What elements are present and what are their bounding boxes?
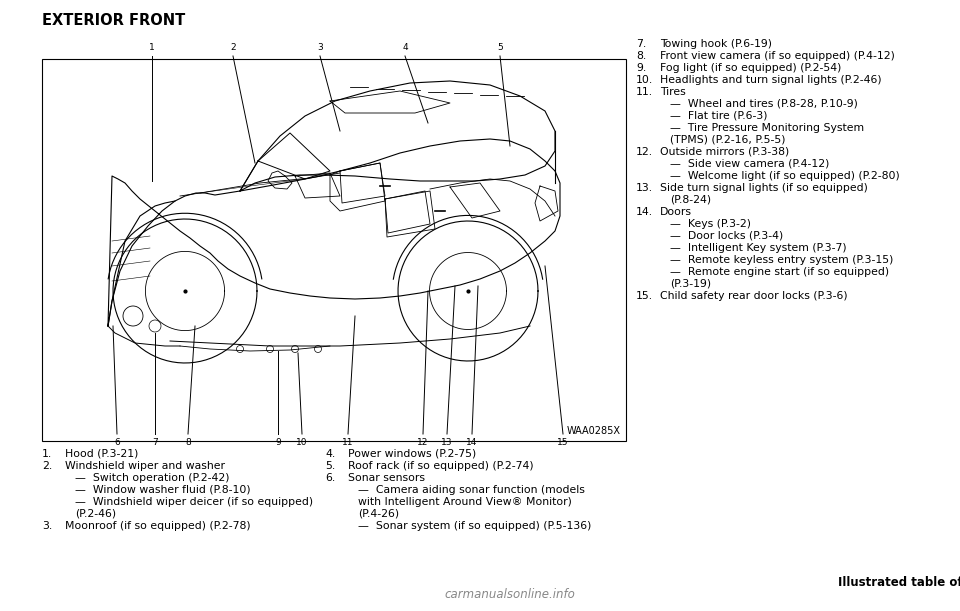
Text: Moonroof (if so equipped) (P.2-78): Moonroof (if so equipped) (P.2-78) bbox=[65, 521, 251, 531]
Text: —  Sonar system (if so equipped) (P.5-136): — Sonar system (if so equipped) (P.5-136… bbox=[358, 521, 591, 531]
Text: —  Remote keyless entry system (P.3-15): — Remote keyless entry system (P.3-15) bbox=[670, 255, 894, 265]
Text: 9.: 9. bbox=[636, 63, 646, 73]
Text: 14: 14 bbox=[467, 438, 478, 447]
Text: Front view camera (if so equipped) (P.4-12): Front view camera (if so equipped) (P.4-… bbox=[660, 51, 895, 61]
Text: (P.8-24): (P.8-24) bbox=[670, 195, 711, 205]
Text: —  Welcome light (if so equipped) (P.2-80): — Welcome light (if so equipped) (P.2-80… bbox=[670, 171, 900, 181]
Text: 2.: 2. bbox=[42, 461, 52, 471]
Text: 5: 5 bbox=[497, 43, 503, 52]
Text: 7: 7 bbox=[152, 438, 157, 447]
Text: —  Switch operation (P.2-42): — Switch operation (P.2-42) bbox=[75, 473, 229, 483]
Text: 1.: 1. bbox=[42, 449, 52, 459]
Text: with Intelligent Around View® Monitor): with Intelligent Around View® Monitor) bbox=[358, 497, 572, 507]
Text: Fog light (if so equipped) (P.2-54): Fog light (if so equipped) (P.2-54) bbox=[660, 63, 841, 73]
Text: EXTERIOR FRONT: EXTERIOR FRONT bbox=[42, 13, 185, 28]
Text: —  Side view camera (P.4-12): — Side view camera (P.4-12) bbox=[670, 159, 829, 169]
Text: Outside mirrors (P.3-38): Outside mirrors (P.3-38) bbox=[660, 147, 789, 157]
Text: 6: 6 bbox=[114, 438, 120, 447]
Text: (P.4-26): (P.4-26) bbox=[358, 509, 399, 519]
Text: 10.: 10. bbox=[636, 75, 653, 85]
Text: —  Remote engine start (if so equipped): — Remote engine start (if so equipped) bbox=[670, 267, 889, 277]
Text: 12: 12 bbox=[418, 438, 429, 447]
Text: 13.: 13. bbox=[636, 183, 653, 193]
Text: 13: 13 bbox=[442, 438, 453, 447]
Text: Illustrated table of contents: Illustrated table of contents bbox=[838, 576, 960, 589]
Text: Child safety rear door locks (P.3-6): Child safety rear door locks (P.3-6) bbox=[660, 291, 848, 301]
Text: Hood (P.3-21): Hood (P.3-21) bbox=[65, 449, 138, 459]
Text: —  Window washer fluid (P.8-10): — Window washer fluid (P.8-10) bbox=[75, 485, 251, 495]
Text: 4: 4 bbox=[402, 43, 408, 52]
Text: —  Intelligent Key system (P.3-7): — Intelligent Key system (P.3-7) bbox=[670, 243, 847, 253]
Text: WAA0285X: WAA0285X bbox=[567, 426, 621, 436]
Text: —  Tire Pressure Monitoring System: — Tire Pressure Monitoring System bbox=[670, 123, 864, 133]
Text: —  Wheel and tires (P.8-28, P.10-9): — Wheel and tires (P.8-28, P.10-9) bbox=[670, 99, 858, 109]
Text: —  Keys (P.3-2): — Keys (P.3-2) bbox=[670, 219, 751, 229]
Text: 14.: 14. bbox=[636, 207, 653, 217]
Text: 3.: 3. bbox=[42, 521, 52, 531]
Text: 11.: 11. bbox=[636, 87, 653, 97]
Text: Roof rack (if so equipped) (P.2-74): Roof rack (if so equipped) (P.2-74) bbox=[348, 461, 534, 471]
Text: 8: 8 bbox=[185, 438, 191, 447]
Text: Windshield wiper and washer: Windshield wiper and washer bbox=[65, 461, 225, 471]
Text: —  Windshield wiper deicer (if so equipped): — Windshield wiper deicer (if so equippe… bbox=[75, 497, 313, 507]
Text: 4.: 4. bbox=[325, 449, 335, 459]
Text: —  Camera aiding sonar function (models: — Camera aiding sonar function (models bbox=[358, 485, 585, 495]
Text: 2: 2 bbox=[230, 43, 236, 52]
Text: 1: 1 bbox=[149, 43, 155, 52]
Text: (P.2-46): (P.2-46) bbox=[75, 509, 116, 519]
Text: 9: 9 bbox=[276, 438, 281, 447]
Text: Sonar sensors: Sonar sensors bbox=[348, 473, 425, 483]
Text: carmanualsonline.info: carmanualsonline.info bbox=[444, 588, 575, 601]
Text: 10: 10 bbox=[297, 438, 308, 447]
Text: Headlights and turn signal lights (P.2-46): Headlights and turn signal lights (P.2-4… bbox=[660, 75, 881, 85]
Text: Power windows (P.2-75): Power windows (P.2-75) bbox=[348, 449, 476, 459]
Text: (P.3-19): (P.3-19) bbox=[670, 279, 711, 289]
Text: 7.: 7. bbox=[636, 39, 646, 49]
Text: —  Door locks (P.3-4): — Door locks (P.3-4) bbox=[670, 231, 783, 241]
Text: 3: 3 bbox=[317, 43, 323, 52]
Text: Tires: Tires bbox=[660, 87, 685, 97]
Text: 6.: 6. bbox=[325, 473, 335, 483]
Text: Side turn signal lights (if so equipped): Side turn signal lights (if so equipped) bbox=[660, 183, 868, 193]
Text: 15.: 15. bbox=[636, 291, 653, 301]
Text: 15: 15 bbox=[557, 438, 568, 447]
Text: 8.: 8. bbox=[636, 51, 646, 61]
Text: —  Flat tire (P.6-3): — Flat tire (P.6-3) bbox=[670, 111, 767, 121]
Text: 12.: 12. bbox=[636, 147, 653, 157]
Text: 11: 11 bbox=[343, 438, 353, 447]
Text: Towing hook (P.6-19): Towing hook (P.6-19) bbox=[660, 39, 772, 49]
Text: (TPMS) (P.2-16, P.5-5): (TPMS) (P.2-16, P.5-5) bbox=[670, 135, 785, 145]
Text: 5.: 5. bbox=[325, 461, 335, 471]
Text: Doors: Doors bbox=[660, 207, 692, 217]
Bar bbox=[42, 59, 626, 441]
